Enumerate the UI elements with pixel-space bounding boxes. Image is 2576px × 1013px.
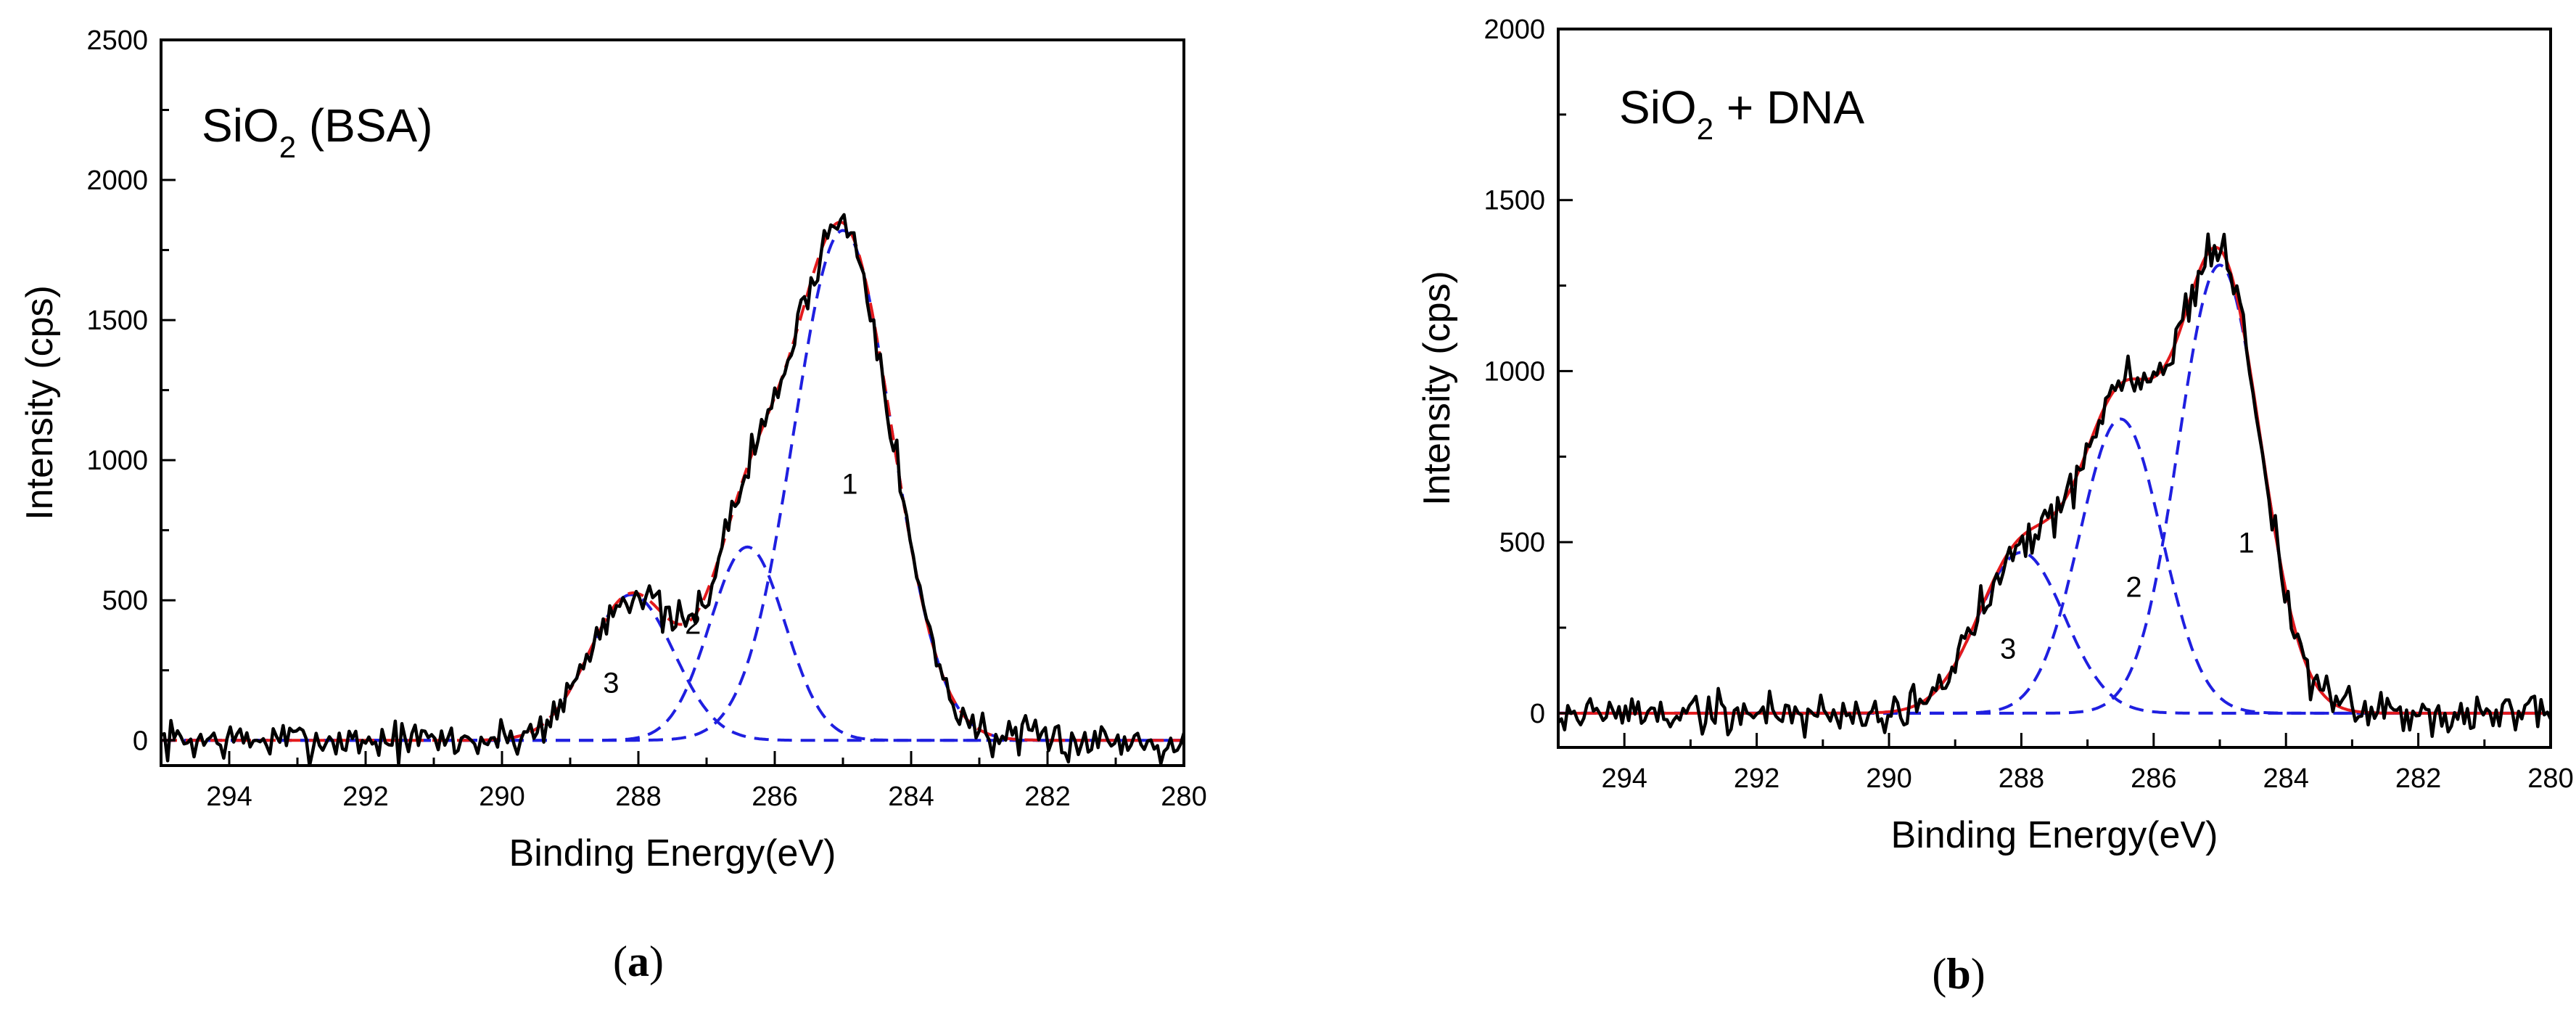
- x-tick-label: 284: [2263, 763, 2308, 794]
- y-axis-title: Intensity (cps): [1416, 271, 1458, 506]
- panel-title-main: SiO: [202, 99, 279, 152]
- fit-envelope: [1558, 245, 2551, 715]
- x-tick-label: 286: [2131, 763, 2176, 794]
- plot-frame: [1557, 28, 2552, 749]
- x-tick-label: 282: [2395, 763, 2441, 794]
- y-tick-label: 2000: [1484, 15, 1545, 45]
- y-tick-label: 0: [1530, 699, 1545, 729]
- peak-label-2: 2: [685, 609, 701, 641]
- x-tick-label: 290: [1866, 763, 1912, 794]
- panel-title: SiO2 + DNA: [1619, 81, 1864, 146]
- panel-title-main: SiO: [1619, 81, 1697, 134]
- peak-label-3: 3: [603, 668, 619, 700]
- component-peak-2: [1558, 417, 2551, 715]
- x-tick-label: 282: [1024, 782, 1070, 812]
- y-tick-label: 500: [1499, 528, 1545, 558]
- panel-caption: (b): [1932, 950, 1985, 998]
- panel-title-rest: + DNA: [1713, 81, 1864, 134]
- x-tick-label: 288: [615, 782, 661, 812]
- panel-caption-letter: a: [627, 938, 649, 985]
- panel-caption-letter: b: [1946, 950, 1970, 998]
- x-tick-label: 280: [1161, 782, 1206, 812]
- x-tick-label: 292: [342, 782, 388, 812]
- y-tick-label: 1500: [1484, 186, 1545, 216]
- peak-label-2: 2: [2126, 572, 2141, 604]
- x-tick-label: 294: [206, 782, 252, 812]
- peak-label-3: 3: [2000, 633, 2016, 665]
- peak-label-1: 1: [2238, 527, 2254, 559]
- panel-title-subscript: 2: [1697, 112, 1713, 146]
- y-tick-label: 2000: [86, 165, 148, 196]
- y-tick-label: 2500: [86, 25, 148, 56]
- panel-caption: (a): [613, 938, 664, 985]
- panel-b: 294 292 290 288 286 284 282 280 0 500 1000 1500 2000…: [1416, 15, 2574, 998]
- panel-title-subscript: 2: [279, 130, 296, 164]
- experimental-data: [1558, 232, 2551, 739]
- experimental-data: [161, 213, 1184, 766]
- x-tick-label: 292: [1734, 763, 1779, 794]
- y-axis-title: Intensity (cps): [19, 285, 61, 520]
- x-tick-label: 286: [752, 782, 797, 812]
- plot-area: [1558, 232, 2551, 739]
- component-peak-2: [161, 545, 1184, 742]
- panel-title: SiO2 (BSA): [202, 99, 433, 164]
- plot-area: [161, 213, 1184, 766]
- y-tick-label: 1500: [86, 305, 148, 336]
- x-tick-label: 284: [888, 782, 934, 812]
- panel-a: 294 292 290 288 286 284 282 280 0 500 1000 1500 2000…: [19, 25, 1207, 985]
- plot-frame: [160, 38, 1185, 767]
- x-tick-label: 290: [479, 782, 524, 812]
- component-peak-1: [161, 229, 1184, 742]
- y-tick-label: 0: [133, 726, 148, 756]
- peak-label-1: 1: [841, 468, 857, 500]
- x-axis-title: Binding Energy(eV): [1891, 814, 2218, 856]
- x-tick-label: 288: [1999, 763, 2044, 794]
- x-tick-label: 280: [2527, 763, 2573, 794]
- y-tick-label: 1000: [86, 446, 148, 476]
- panel-title-rest: (BSA): [296, 99, 432, 152]
- component-peak-1: [1558, 263, 2551, 715]
- fit-envelope: [161, 221, 1184, 742]
- y-tick-label: 500: [102, 586, 148, 616]
- x-tick-label: 294: [1601, 763, 1647, 794]
- y-tick-label: 1000: [1484, 356, 1545, 387]
- x-axis-title: Binding Energy(eV): [509, 832, 836, 874]
- component-peak-3: [161, 593, 1184, 742]
